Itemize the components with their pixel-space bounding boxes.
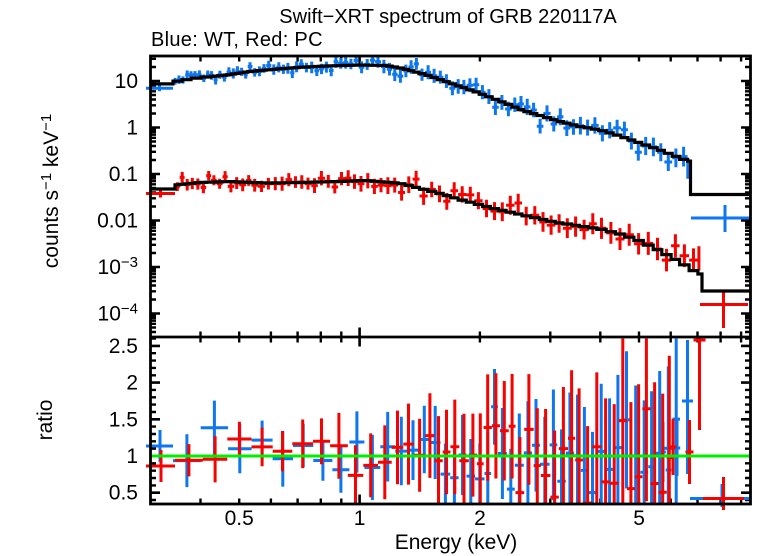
svg-text:2.5: 2.5 bbox=[109, 335, 138, 358]
svg-text:Blue: WT, Red: PC: Blue: WT, Red: PC bbox=[151, 29, 323, 51]
svg-text:ratio: ratio bbox=[34, 400, 57, 441]
svg-text:Swift−XRT spectrum of GRB 2201: Swift−XRT spectrum of GRB 220117A bbox=[279, 6, 617, 28]
svg-text:5: 5 bbox=[633, 507, 645, 530]
svg-text:0.5: 0.5 bbox=[225, 507, 254, 530]
svg-text:10−3: 10−3 bbox=[98, 254, 138, 279]
svg-text:0.5: 0.5 bbox=[109, 482, 138, 505]
svg-text:1: 1 bbox=[126, 445, 138, 468]
svg-text:10: 10 bbox=[115, 70, 138, 93]
svg-text:1.5: 1.5 bbox=[109, 408, 138, 431]
svg-text:0.1: 0.1 bbox=[109, 163, 138, 186]
svg-text:1: 1 bbox=[126, 117, 138, 140]
svg-text:2: 2 bbox=[126, 372, 138, 395]
svg-text:counts s−1 keV−1: counts s−1 keV−1 bbox=[38, 114, 63, 268]
svg-text:Energy (keV): Energy (keV) bbox=[395, 531, 518, 554]
svg-text:0.01: 0.01 bbox=[97, 210, 138, 233]
svg-text:1: 1 bbox=[354, 507, 366, 530]
svg-text:2: 2 bbox=[474, 507, 486, 530]
